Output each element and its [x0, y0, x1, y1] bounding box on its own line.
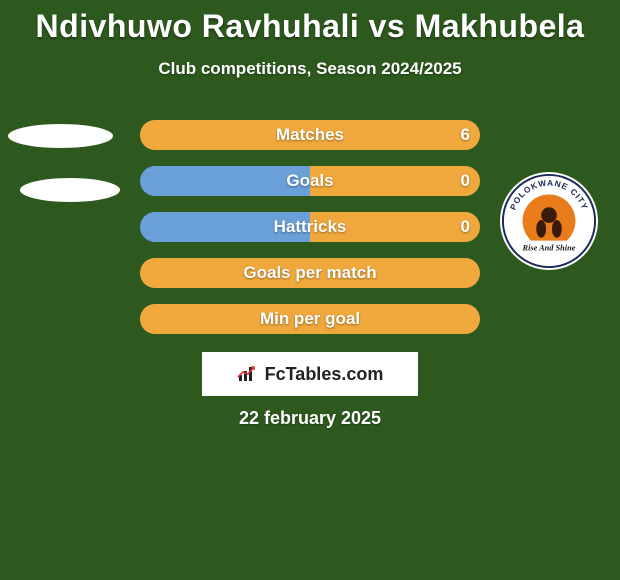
- stat-label: Min per goal: [140, 304, 480, 334]
- stat-bar: 6Matches: [140, 120, 480, 150]
- club-logo-right: POLOKWANE CITY Rise And Shine: [500, 172, 598, 270]
- stat-bar: Goals per match: [140, 258, 480, 288]
- chart-icon: [237, 365, 259, 383]
- stat-row: Min per goal: [0, 304, 620, 334]
- stat-label: Goals: [140, 166, 480, 196]
- date-text: 22 february 2025: [0, 408, 620, 429]
- stat-label: Hattricks: [140, 212, 480, 242]
- brand-watermark: FcTables.com: [202, 352, 418, 396]
- stat-bar: Min per goal: [140, 304, 480, 334]
- logo-bottom-text: Rise And Shine: [522, 243, 576, 252]
- stat-label: Matches: [140, 120, 480, 150]
- stat-bar: 0Goals: [140, 166, 480, 196]
- stat-label: Goals per match: [140, 258, 480, 288]
- placeholder-ellipse: [8, 124, 113, 148]
- placeholder-ellipse: [20, 178, 120, 202]
- brand-text: FcTables.com: [265, 364, 384, 385]
- infographic-root: Ndivhuwo Ravhuhali vs Makhubela Club com…: [0, 0, 620, 580]
- stat-bar: 0Hattricks: [140, 212, 480, 242]
- subtitle: Club competitions, Season 2024/2025: [0, 59, 620, 79]
- page-title: Ndivhuwo Ravhuhali vs Makhubela: [0, 0, 620, 45]
